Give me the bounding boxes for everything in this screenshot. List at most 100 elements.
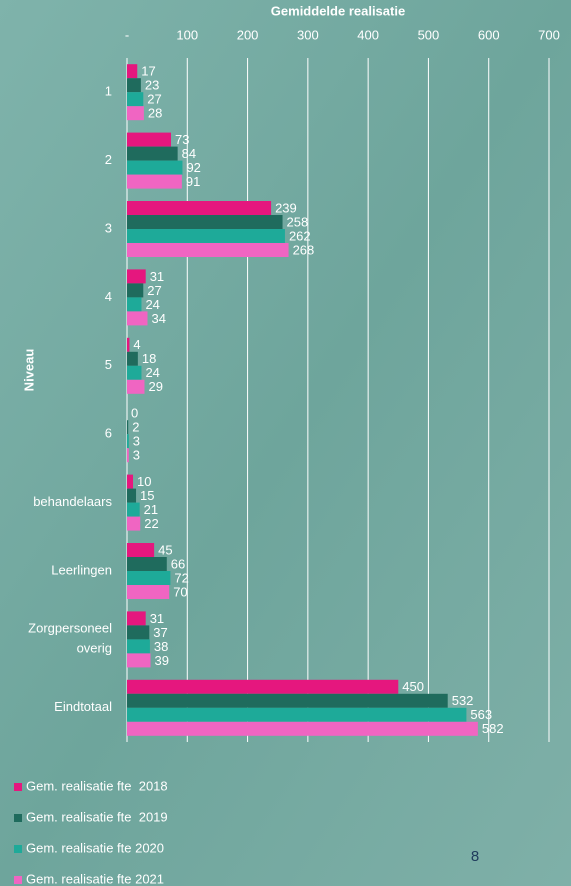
value-label: 28: [148, 106, 162, 121]
bar: [127, 639, 150, 654]
legend-label: Gem. realisatie fte 2018: [26, 778, 168, 793]
bar: [127, 297, 142, 312]
bar: [127, 106, 144, 121]
value-label: 37: [153, 625, 167, 640]
y-tick-label: 4: [105, 289, 112, 304]
value-label: 21: [144, 502, 158, 517]
value-label: 31: [150, 269, 164, 284]
bar: [127, 721, 478, 736]
bar: [127, 132, 172, 147]
value-label: 24: [145, 365, 159, 380]
bar: [127, 571, 171, 585]
bar: [127, 311, 148, 326]
y-tick-label: Zorgpersoneel overig: [28, 621, 112, 656]
value-label: 45: [158, 542, 172, 557]
bar: [127, 557, 167, 571]
value-label: 66: [171, 556, 185, 571]
x-tick-label: 200: [237, 27, 259, 42]
value-label: 563: [470, 707, 492, 722]
bar: [127, 283, 144, 298]
bar: [127, 448, 129, 463]
value-label: 17: [141, 64, 155, 79]
value-label: 268: [293, 242, 315, 257]
y-tick-label: 6: [105, 426, 112, 441]
value-label: 4: [133, 337, 140, 352]
bar: [127, 707, 467, 722]
x-tick-label: 300: [297, 27, 319, 42]
value-label: 3: [133, 448, 140, 463]
value-label: 38: [154, 639, 168, 654]
value-label: 10: [137, 474, 151, 489]
value-label: 0: [131, 406, 138, 421]
legend-label: Gem. realisatie fte 2019: [26, 809, 168, 824]
value-label: 84: [182, 146, 196, 161]
bar: [127, 693, 448, 708]
value-label: 29: [148, 379, 162, 394]
bar: [127, 351, 138, 366]
value-label: 27: [147, 283, 161, 298]
value-label: 31: [150, 611, 164, 626]
legend-marker: [14, 814, 22, 822]
value-label: 532: [452, 693, 474, 708]
bar: [127, 337, 130, 352]
bar: [127, 365, 142, 380]
bar: [127, 243, 289, 257]
bar: [127, 434, 129, 449]
x-tick-label: -: [125, 27, 129, 42]
value-label: 72: [174, 570, 188, 585]
y-tick-label: Eindtotaal: [54, 699, 112, 714]
bar: [127, 474, 134, 489]
legend-label: Gem. realisatie fte 2021: [26, 871, 164, 886]
y-tick-label: behandelaars: [33, 494, 112, 509]
bar: [127, 78, 141, 93]
bar: [127, 653, 151, 668]
value-label: 15: [140, 488, 154, 503]
bar: [127, 64, 138, 79]
value-label: 92: [186, 160, 200, 175]
page-number: 8: [471, 848, 479, 865]
bar: [127, 502, 140, 517]
value-label: 23: [145, 78, 159, 93]
value-label: 450: [402, 679, 424, 694]
bar: [127, 269, 146, 284]
value-label: 258: [287, 214, 309, 229]
bar: [127, 174, 182, 189]
value-label: 262: [289, 228, 311, 243]
y-axis-title: Niveau: [21, 349, 36, 392]
value-label: 34: [151, 311, 165, 326]
bar: [127, 379, 145, 394]
value-label: 18: [142, 351, 156, 366]
y-tick-label: Leerlingen: [51, 562, 112, 577]
legend-marker: [14, 876, 22, 884]
bar: [127, 92, 144, 107]
value-label: 73: [175, 132, 189, 147]
bar: [127, 585, 170, 599]
bar: [127, 229, 285, 243]
legend-label: Gem. realisatie fte 2020: [26, 840, 164, 855]
y-tick-label: 1: [105, 84, 112, 99]
x-tick-label: 700: [538, 27, 560, 42]
bar: [127, 201, 272, 215]
bar: [127, 679, 399, 694]
bar: [127, 543, 155, 557]
bar: [127, 516, 141, 531]
value-label: 27: [147, 92, 161, 107]
value-label: 24: [145, 297, 159, 312]
x-tick-label: 500: [418, 27, 440, 42]
bar: [127, 611, 146, 626]
x-tick-label: 100: [176, 27, 198, 42]
value-label: 3: [133, 434, 140, 449]
value-label: 91: [186, 174, 200, 189]
x-tick-label: 400: [357, 27, 379, 42]
y-tick-label: 5: [105, 357, 112, 372]
x-axis-title: Gemiddelde realisatie: [271, 3, 405, 18]
value-label: 22: [144, 516, 158, 531]
y-tick-label: 3: [105, 220, 112, 235]
x-tick-label: 600: [478, 27, 500, 42]
bar: [127, 488, 137, 503]
bar: [127, 625, 150, 640]
value-label: 239: [275, 200, 297, 215]
bar: [127, 160, 183, 175]
value-label: 39: [155, 653, 169, 668]
